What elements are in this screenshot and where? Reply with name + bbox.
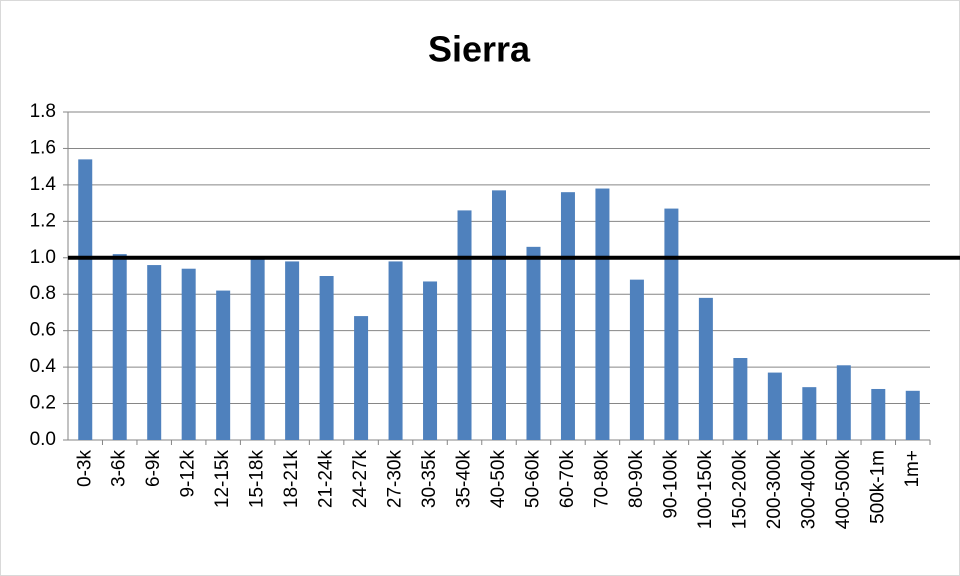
x-tick-label: 90-100k <box>660 450 681 519</box>
bar <box>836 365 851 440</box>
x-tick-label: 35-40k <box>454 450 475 509</box>
x-tick-label: 150-200k <box>729 450 750 530</box>
x-tick-label: 70-80k <box>591 450 612 509</box>
bar <box>147 265 162 440</box>
bar <box>78 159 93 440</box>
bar <box>319 276 334 440</box>
y-tick-label: 0.8 <box>30 283 56 304</box>
x-tick-label: 300-400k <box>798 450 819 530</box>
bar <box>733 358 748 440</box>
bar <box>181 268 196 440</box>
x-tick-label: 400-500k <box>833 450 854 530</box>
x-tick-label: 40-50k <box>488 450 509 509</box>
bar <box>595 188 610 440</box>
y-tick-label: 1.6 <box>30 137 56 158</box>
bar <box>905 390 920 440</box>
x-tick-label: 1m+ <box>902 450 923 488</box>
y-tick-label: 0.2 <box>30 393 56 414</box>
x-tick-label: 3-6k <box>109 450 130 487</box>
y-tick-label: 1.8 <box>30 101 56 122</box>
bar <box>492 190 506 440</box>
y-tick-label: 0.0 <box>30 429 56 450</box>
x-tick-label: 15-18k <box>247 450 268 509</box>
x-tick-label: 9-12k <box>178 450 199 498</box>
bar <box>698 297 713 440</box>
y-tick-label: 1.4 <box>30 174 57 195</box>
bar <box>664 208 679 440</box>
x-tick-label: 6-9k <box>143 450 164 487</box>
bar <box>250 257 265 440</box>
y-tick-label: 1.0 <box>30 247 56 268</box>
bar <box>871 388 886 440</box>
bar <box>802 387 817 440</box>
bar <box>388 261 403 440</box>
bar <box>216 290 231 440</box>
x-tick-label: 24-27k <box>350 450 371 509</box>
x-tick-label: 27-30k <box>385 450 406 509</box>
x-tick-label: 500k-1m <box>867 450 888 524</box>
bar <box>112 254 127 440</box>
bar <box>560 192 575 440</box>
y-tick-label: 1.2 <box>30 210 56 231</box>
x-tick-label: 18-21k <box>281 450 302 509</box>
bar <box>423 281 438 440</box>
bar <box>629 279 644 440</box>
x-tick-label: 12-15k <box>212 450 233 509</box>
y-tick-label: 0.4 <box>30 356 57 377</box>
x-tick-label: 0-3k <box>74 450 95 487</box>
bar <box>457 210 472 440</box>
x-tick-label: 30-35k <box>419 450 440 509</box>
x-tick-label: 21-24k <box>316 450 337 509</box>
x-tick-label: 50-60k <box>522 450 543 509</box>
bar <box>526 246 541 440</box>
x-tick-label: 100-150k <box>695 450 716 530</box>
y-tick-label: 0.6 <box>30 320 56 341</box>
x-tick-label: 80-90k <box>626 450 647 509</box>
x-tick-label: 60-70k <box>557 450 578 509</box>
x-tick-label: 200-300k <box>764 450 785 530</box>
bar <box>285 261 300 440</box>
bar <box>354 316 369 440</box>
chart-title: Sierra <box>428 29 531 70</box>
bar <box>767 372 782 440</box>
